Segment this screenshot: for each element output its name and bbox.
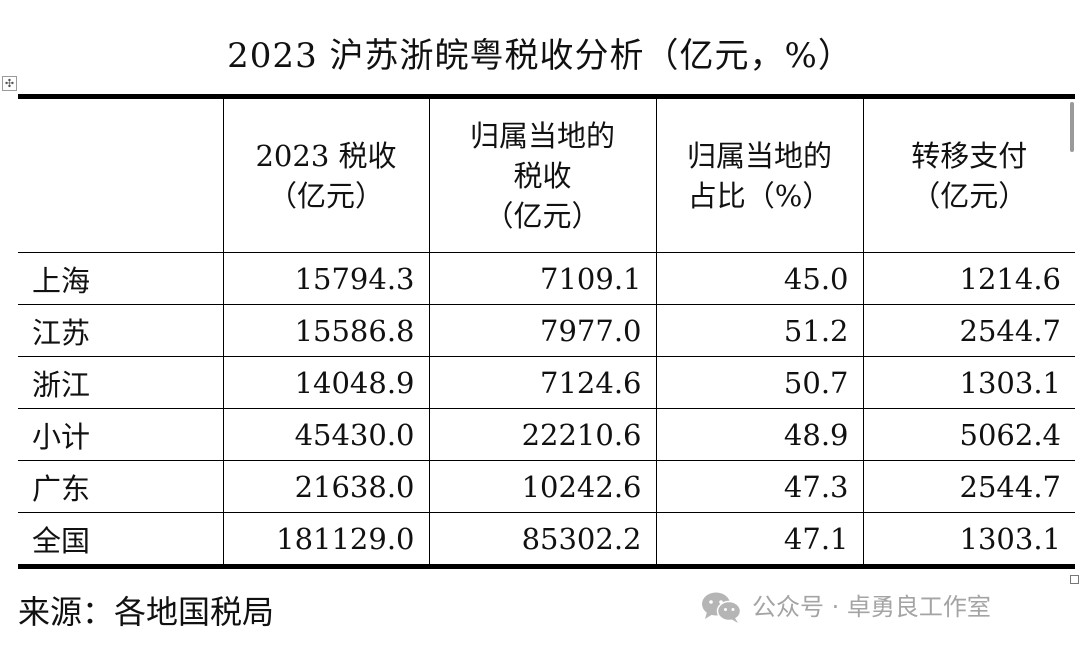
transfer-payment-cell: 2544.7 [863, 460, 1075, 513]
watermark: 公众号 · 卓勇良工作室 [700, 590, 991, 624]
local-tax-cell: 85302.2 [429, 512, 657, 569]
local-share-cell: 51.2 [656, 304, 864, 357]
table-title: 2023 沪苏浙皖粤税收分析（亿元，%） [227, 36, 853, 76]
table-row: 浙江 14048.9 7124.6 50.7 1303.1 [18, 356, 1075, 409]
header-line: 归属当地的 [469, 118, 615, 153]
header-line: （亿元） [911, 178, 1028, 213]
tax-table: 2023 税收 （亿元） 归属当地的 税收 （亿元） 归属当地的 占比（%） 转… [18, 94, 1075, 569]
region-cell: 广东 [18, 460, 224, 513]
region-cell: 浙江 [18, 356, 224, 409]
region-cell: 江苏 [18, 304, 224, 357]
wechat-icon [702, 592, 742, 623]
header-line: 税收 [513, 158, 572, 193]
header-row: 2023 税收 （亿元） 归属当地的 税收 （亿元） 归属当地的 占比（%） 转… [18, 96, 1075, 253]
table-move-handle-icon[interactable]: ✣ [2, 76, 17, 91]
header-local-share: 归属当地的 占比（%） [656, 96, 864, 253]
total-tax-cell: 15586.8 [223, 304, 430, 357]
local-share-cell: 47.3 [656, 460, 864, 513]
region-cell: 全国 [18, 512, 224, 569]
region-cell: 上海 [18, 252, 224, 305]
local-tax-cell: 7977.0 [429, 304, 657, 357]
total-tax-cell: 15794.3 [223, 252, 430, 305]
local-tax-cell: 7124.6 [429, 356, 657, 409]
header-total-tax: 2023 税收 （亿元） [223, 96, 430, 253]
scrollbar[interactable] [1070, 102, 1074, 152]
total-tax-cell: 45430.0 [223, 408, 430, 461]
total-tax-cell: 21638.0 [223, 460, 430, 513]
transfer-payment-cell: 2544.7 [863, 304, 1075, 357]
header-transfer-payment: 转移支付 （亿元） [863, 96, 1075, 253]
local-share-cell: 50.7 [656, 356, 864, 409]
transfer-payment-cell: 1303.1 [863, 512, 1075, 569]
transfer-payment-cell: 1214.6 [863, 252, 1075, 305]
local-share-cell: 47.1 [656, 512, 864, 569]
table-resize-handle-icon[interactable] [1070, 575, 1079, 584]
transfer-payment-cell: 1303.1 [863, 356, 1075, 409]
total-tax-cell: 181129.0 [223, 512, 430, 569]
source-note: 来源：各地国税局 [18, 593, 275, 631]
header-line: （亿元） [484, 198, 601, 233]
local-tax-cell: 22210.6 [429, 408, 657, 461]
local-tax-cell: 7109.1 [429, 252, 657, 305]
local-share-cell: 45.0 [656, 252, 864, 305]
header-line: 2023 税收 [255, 138, 397, 173]
header-line: （亿元） [267, 178, 384, 213]
region-cell: 小计 [18, 408, 224, 461]
local-tax-cell: 10242.6 [429, 460, 657, 513]
table-row: 江苏 15586.8 7977.0 51.2 2544.7 [18, 304, 1075, 357]
table-row: 广东 21638.0 10242.6 47.3 2544.7 [18, 460, 1075, 513]
table-row: 小计 45430.0 22210.6 48.9 5062.4 [18, 408, 1075, 461]
table-row: 全国 181129.0 85302.2 47.1 1303.1 [18, 512, 1075, 569]
header-line: 转移支付 [911, 138, 1028, 173]
local-share-cell: 48.9 [656, 408, 864, 461]
table-row: 上海 15794.3 7109.1 45.0 1214.6 [18, 252, 1075, 305]
header-local-tax: 归属当地的 税收 （亿元） [429, 96, 657, 253]
header-region [18, 96, 224, 253]
watermark-text: 公众号 · 卓勇良工作室 [752, 593, 991, 621]
transfer-payment-cell: 5062.4 [863, 408, 1075, 461]
header-line: 占比（%） [687, 178, 832, 213]
total-tax-cell: 14048.9 [223, 356, 430, 409]
header-line: 归属当地的 [686, 138, 832, 173]
